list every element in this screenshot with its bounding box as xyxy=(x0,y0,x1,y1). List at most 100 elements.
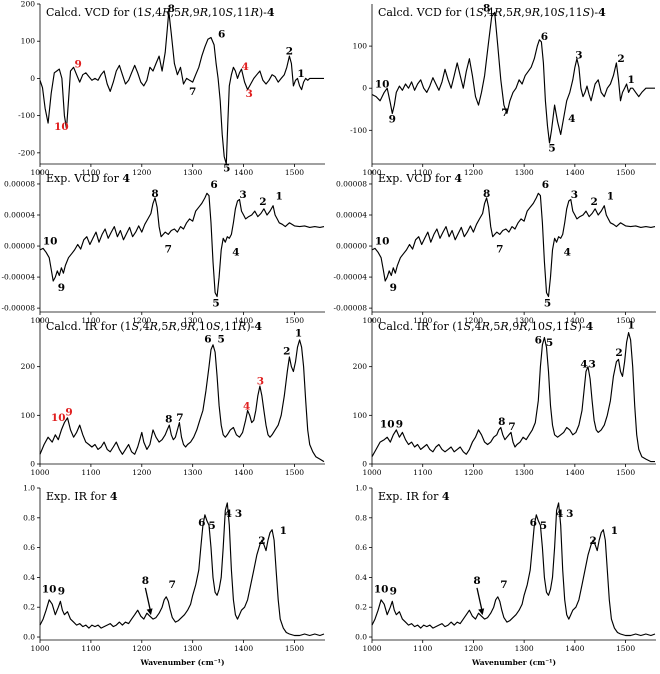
y-tick-label: 0.8 xyxy=(355,513,367,522)
peak-label: 10 xyxy=(374,583,389,595)
x-tick-label: 1100 xyxy=(413,468,432,477)
peak-label: 3 xyxy=(575,50,582,62)
x-tick-label: 1200 xyxy=(464,168,483,177)
peak-label: 7 xyxy=(169,579,176,591)
y-tick-label: -0.00008 xyxy=(333,304,367,313)
y-tick-label: 100 xyxy=(353,42,368,51)
y-tick-label: 100 xyxy=(21,411,36,420)
x-tick-label: 1500 xyxy=(285,644,304,653)
peak-label: 8 xyxy=(498,416,505,428)
y-tick-label: 100 xyxy=(353,411,368,420)
arrow-head xyxy=(478,608,485,616)
peak-label: 3 xyxy=(257,376,264,388)
peak-label: 5 xyxy=(208,520,215,532)
peak-label: 2 xyxy=(590,196,597,208)
x-tick-label: 1300 xyxy=(183,168,202,177)
y-tick-label: 200 xyxy=(353,362,368,371)
peak-label: 9 xyxy=(389,114,396,126)
peak-label: 6 xyxy=(210,179,217,191)
peak-label: 7 xyxy=(176,412,183,424)
x-tick-label: 1200 xyxy=(132,316,151,325)
x-tick-label: 1500 xyxy=(616,644,635,653)
x-tick-label: 1400 xyxy=(234,644,253,653)
peak-label: 9 xyxy=(58,282,65,294)
peak-label: 7 xyxy=(500,579,507,591)
peak-label: 5 xyxy=(212,298,219,310)
peak-label: 4 xyxy=(232,246,239,258)
x-tick-label: 1200 xyxy=(464,468,483,477)
y-tick-label: 0 xyxy=(30,460,35,469)
peak-label: 8 xyxy=(473,575,480,587)
y-tick-label: 0.00008 xyxy=(336,179,367,188)
x-tick-label: 1300 xyxy=(515,316,534,325)
y-tick-label: 0.2 xyxy=(355,603,367,612)
spectrum-panel-6: 0 100 200 1000 1100 1200 1300 1400 1500 Calcd. IR… xyxy=(353,318,656,477)
x-tick-label: 1400 xyxy=(565,316,584,325)
x-tick-label: 1300 xyxy=(515,468,534,477)
y-tick-label: 0.4 xyxy=(23,573,35,582)
peak-label: 3 xyxy=(246,88,253,100)
peak-label: 2 xyxy=(615,347,622,359)
x-tick-label: 1500 xyxy=(616,316,635,325)
peak-label: 6 xyxy=(204,333,211,345)
x-tick-label: 1100 xyxy=(81,644,100,653)
x-tick-label: 1300 xyxy=(183,644,202,653)
spectrum-line xyxy=(39,192,325,298)
y-tick-label: 200 xyxy=(21,0,36,9)
peak-label: 1 xyxy=(276,190,283,202)
x-tick-label: 1400 xyxy=(234,468,253,477)
x-tick-label: 1500 xyxy=(616,468,635,477)
spectrum-line xyxy=(371,11,655,144)
y-tick-label: -0.00008 xyxy=(1,304,35,313)
y-tick-label: 0.00000 xyxy=(336,242,367,251)
peak-label: 4 xyxy=(225,508,232,520)
peak-label: 8 xyxy=(168,3,175,15)
x-tick-label: 1000 xyxy=(30,468,49,477)
x-tick-label: 1100 xyxy=(81,168,100,177)
y-tick-label: 0.6 xyxy=(23,543,35,552)
spectrum-line xyxy=(39,502,325,637)
peak-label: 8 xyxy=(151,188,158,200)
peak-label: 8 xyxy=(483,3,490,15)
peak-label: 3 xyxy=(571,189,578,201)
x-tick-label: 1400 xyxy=(234,316,253,325)
spectrum-panel-5: 0 100 200 1000 1100 1200 1300 1400 1500 Calcd. IR… xyxy=(21,318,325,477)
x-axis-label: Wavenumber (cm⁻¹) xyxy=(139,658,224,667)
peak-label: 10 xyxy=(380,419,395,431)
x-tick-label: 1200 xyxy=(132,168,151,177)
spectrum-line xyxy=(371,502,656,637)
spectrum-line xyxy=(39,339,325,463)
peak-label: 4 xyxy=(243,400,250,412)
x-tick-label: 1100 xyxy=(81,316,100,325)
peak-label: 8 xyxy=(142,575,149,587)
peak-label: 10 xyxy=(375,235,390,247)
spectrum-line xyxy=(39,10,324,165)
x-tick-label: 1100 xyxy=(413,316,432,325)
peak-label: 7 xyxy=(501,107,508,119)
peak-label: 1 xyxy=(280,525,287,537)
peak-label: 5 xyxy=(540,520,547,532)
y-tick-label: 0 xyxy=(362,460,367,469)
peak-label: 1 xyxy=(297,68,304,80)
peak-label: 9 xyxy=(396,419,403,431)
spectrum-panel-3: -0.00008-0.000040.000000.000040.00008100… xyxy=(1,170,325,325)
panel-title: Calcd. VCD for (1S,4R,5R,9R,10S,11S)-4 xyxy=(378,6,606,19)
x-tick-label: 1100 xyxy=(413,168,432,177)
panel-title: Exp. IR for 4 xyxy=(378,490,450,503)
peak-label: 7 xyxy=(508,421,515,433)
peak-label: 6 xyxy=(198,517,205,529)
y-tick-label: 0.4 xyxy=(355,573,367,582)
peak-label: 9 xyxy=(390,282,397,294)
x-tick-label: 1400 xyxy=(565,644,584,653)
x-tick-label: 1000 xyxy=(362,468,381,477)
peak-label: 2 xyxy=(617,53,624,65)
x-tick-label: 1200 xyxy=(132,468,151,477)
panel-title: Calcd. VCD for (1S,4R,5R,9R,10S,11R)-4 xyxy=(46,6,275,19)
peak-label: 8 xyxy=(165,414,172,426)
y-tick-label: 0.8 xyxy=(23,513,35,522)
